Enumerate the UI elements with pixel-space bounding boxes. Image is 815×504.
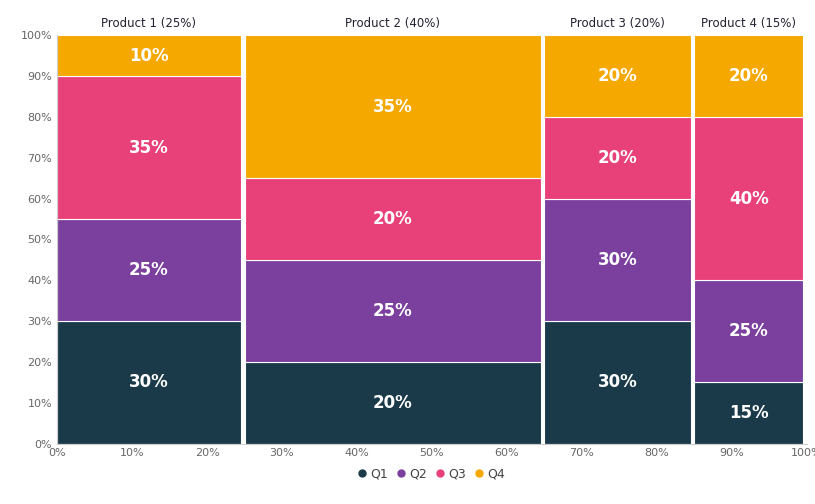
Bar: [544, 199, 690, 321]
Text: Product 1 (25%): Product 1 (25%): [101, 17, 196, 30]
Text: 30%: 30%: [597, 373, 637, 391]
Text: 20%: 20%: [597, 67, 637, 85]
Text: 35%: 35%: [372, 98, 412, 116]
Bar: [544, 117, 690, 199]
Text: 35%: 35%: [129, 139, 169, 157]
Text: 20%: 20%: [597, 149, 637, 167]
Bar: [244, 35, 540, 178]
Text: Product 2 (40%): Product 2 (40%): [345, 17, 440, 30]
Text: 40%: 40%: [729, 190, 769, 208]
Text: 20%: 20%: [372, 394, 412, 412]
Text: 25%: 25%: [129, 261, 169, 279]
Bar: [544, 35, 690, 117]
Legend: Q1, Q2, Q3, Q4: Q1, Q2, Q3, Q4: [355, 464, 509, 484]
Bar: [244, 362, 540, 444]
Bar: [694, 383, 803, 444]
Text: 15%: 15%: [729, 404, 769, 422]
Bar: [694, 35, 803, 117]
Text: Product 3 (20%): Product 3 (20%): [570, 17, 665, 30]
Text: 25%: 25%: [729, 322, 769, 340]
Bar: [57, 321, 240, 444]
Text: 30%: 30%: [597, 251, 637, 269]
Bar: [544, 321, 690, 444]
Bar: [57, 76, 240, 219]
Text: 20%: 20%: [372, 210, 412, 228]
Bar: [57, 35, 240, 76]
Bar: [694, 117, 803, 280]
Text: 20%: 20%: [729, 67, 769, 85]
Bar: [57, 219, 240, 321]
Text: 10%: 10%: [129, 47, 169, 65]
Bar: [244, 178, 540, 260]
Bar: [694, 280, 803, 383]
Text: 30%: 30%: [129, 373, 169, 391]
Text: Product 4 (15%): Product 4 (15%): [701, 17, 796, 30]
Bar: [244, 260, 540, 362]
Text: 25%: 25%: [372, 302, 412, 320]
